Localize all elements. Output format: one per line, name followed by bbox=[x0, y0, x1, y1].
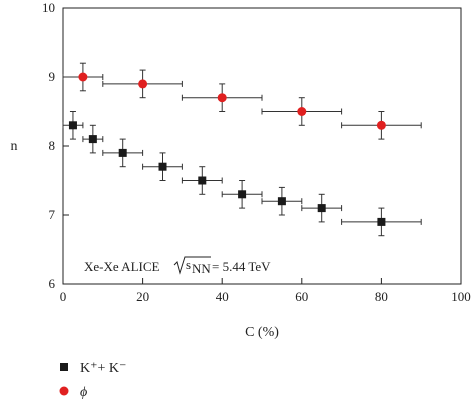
data-point-kaon bbox=[88, 135, 97, 144]
x-tick-label: 60 bbox=[295, 289, 308, 304]
annotation: Xe-Xe ALICE s NN = 5.44 TeV bbox=[84, 256, 271, 276]
data-point-kaon bbox=[317, 204, 326, 213]
annotation-radicand: s bbox=[186, 257, 191, 272]
data-point-phi bbox=[138, 79, 148, 89]
data-point-phi bbox=[376, 120, 386, 130]
annotation-prefix: Xe-Xe ALICE bbox=[84, 259, 160, 274]
sqrt-sign-icon bbox=[173, 256, 211, 275]
x-tick-label: 40 bbox=[216, 289, 229, 304]
series-layer bbox=[62, 62, 422, 237]
y-axis-title: n bbox=[11, 139, 18, 154]
data-point-kaon bbox=[377, 217, 386, 226]
data-point-kaon bbox=[277, 197, 286, 206]
legend-marker-kaon bbox=[60, 363, 68, 371]
data-point-kaon bbox=[118, 148, 127, 157]
series-kaon bbox=[62, 111, 422, 237]
y-tick-label: 6 bbox=[49, 276, 56, 291]
y-tick-label: 8 bbox=[49, 138, 56, 153]
series-phi bbox=[62, 62, 422, 140]
y-tick-label: 7 bbox=[49, 207, 56, 222]
legend-label-phi: ϕ bbox=[80, 385, 87, 400]
data-point-kaon bbox=[198, 176, 207, 185]
data-point-phi bbox=[297, 107, 307, 116]
y-tick-label: 10 bbox=[42, 0, 55, 15]
annotation-subscript: NN bbox=[192, 261, 211, 276]
annotation-value: = 5.44 TeV bbox=[212, 259, 271, 274]
x-tick-label: 0 bbox=[60, 289, 67, 304]
axis-ticks: 0 20 40 60 80 100 6 7 8 9 10 bbox=[42, 0, 471, 304]
legend-marker-phi bbox=[59, 386, 69, 396]
x-tick-label: 100 bbox=[451, 289, 471, 304]
x-tick-label: 20 bbox=[136, 289, 149, 304]
data-point-phi bbox=[78, 72, 88, 82]
x-tick-label: 80 bbox=[375, 289, 388, 304]
y-tick-label: 9 bbox=[49, 69, 56, 84]
data-point-kaon bbox=[68, 121, 77, 130]
data-point-phi bbox=[217, 93, 227, 103]
legend-label-kaon: K⁺+ K⁻ bbox=[80, 361, 126, 376]
data-point-kaon bbox=[238, 190, 247, 199]
x-axis-title: C (%) bbox=[245, 325, 279, 340]
data-point-kaon bbox=[158, 162, 167, 171]
legend: K⁺+ K⁻ ϕ bbox=[59, 361, 126, 400]
